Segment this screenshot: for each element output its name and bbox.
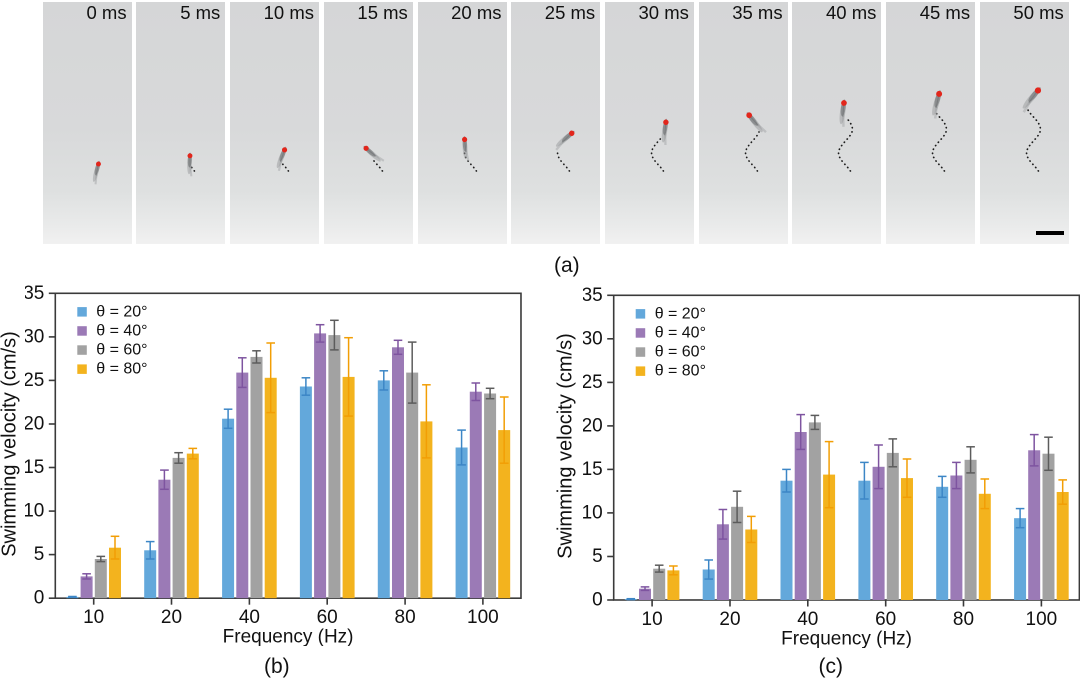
svg-text:0: 0 <box>34 588 45 609</box>
svg-text:Frequency (Hz): Frequency (Hz) <box>781 628 912 647</box>
svg-text:20: 20 <box>25 413 44 434</box>
svg-text:25: 25 <box>583 372 603 393</box>
svg-text:60: 60 <box>317 607 338 628</box>
svg-text:25: 25 <box>25 370 44 391</box>
svg-text:5: 5 <box>592 546 603 567</box>
svg-text:θ = 20°: θ = 20° <box>96 303 147 320</box>
svg-text:θ = 60°: θ = 60° <box>655 343 706 360</box>
svg-text:30: 30 <box>583 328 603 349</box>
svg-text:80: 80 <box>395 607 416 628</box>
svg-text:10: 10 <box>642 609 663 630</box>
svg-text:80: 80 <box>953 609 974 630</box>
svg-text:20: 20 <box>161 607 182 628</box>
svg-text:20: 20 <box>719 609 740 630</box>
svg-text:θ = 80°: θ = 80° <box>96 361 147 378</box>
svg-text:10: 10 <box>83 607 104 628</box>
svg-text:0: 0 <box>592 589 603 610</box>
svg-text:θ = 40°: θ = 40° <box>655 324 706 341</box>
svg-text:15: 15 <box>583 459 603 480</box>
svg-text:10: 10 <box>583 502 603 523</box>
svg-text:θ = 60°: θ = 60° <box>96 341 147 358</box>
svg-text:10: 10 <box>25 501 44 522</box>
svg-text:100: 100 <box>467 607 499 628</box>
svg-text:60: 60 <box>875 609 896 630</box>
svg-text:35: 35 <box>583 285 603 306</box>
svg-text:θ = 40°: θ = 40° <box>96 322 147 339</box>
svg-text:100: 100 <box>1026 609 1058 630</box>
svg-text:40: 40 <box>797 609 818 630</box>
svg-text:θ = 80°: θ = 80° <box>655 363 706 380</box>
svg-text:Frequency (Hz): Frequency (Hz) <box>223 627 354 646</box>
svg-text:20: 20 <box>583 415 603 436</box>
svg-text:35: 35 <box>25 283 44 304</box>
svg-text:15: 15 <box>25 457 44 478</box>
svg-text:θ = 20°: θ = 20° <box>655 305 706 322</box>
svg-text:40: 40 <box>239 607 260 628</box>
svg-text:30: 30 <box>25 326 44 347</box>
svg-text:5: 5 <box>34 544 45 565</box>
